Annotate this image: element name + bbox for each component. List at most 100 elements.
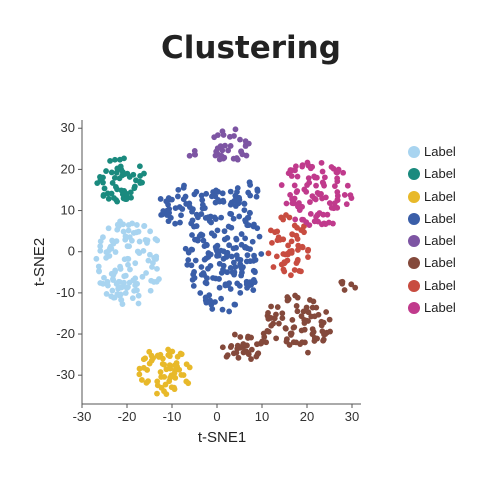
data-point bbox=[103, 290, 110, 297]
data-point bbox=[136, 238, 143, 245]
data-point bbox=[110, 277, 117, 283]
data-point bbox=[219, 190, 226, 197]
data-point bbox=[198, 264, 205, 270]
data-point bbox=[307, 199, 313, 205]
data-point bbox=[207, 262, 214, 269]
data-point bbox=[145, 257, 152, 264]
series-6 bbox=[265, 212, 312, 279]
data-point bbox=[104, 278, 111, 285]
axes: -30 -20 -10 0 10 20 30 -30 -20 -10 0 10 20 30 bbox=[56, 120, 361, 424]
data-point bbox=[233, 252, 240, 259]
data-point bbox=[150, 279, 157, 285]
data-point bbox=[334, 204, 341, 211]
data-point bbox=[267, 227, 274, 234]
data-point bbox=[199, 197, 206, 203]
data-point bbox=[231, 269, 238, 276]
data-point bbox=[209, 306, 216, 312]
data-point bbox=[301, 326, 308, 333]
data-point bbox=[108, 169, 115, 176]
data-point bbox=[244, 284, 250, 291]
data-point bbox=[109, 287, 116, 294]
data-point bbox=[227, 210, 234, 217]
data-point bbox=[305, 349, 311, 356]
data-point bbox=[238, 231, 245, 237]
data-point bbox=[214, 227, 221, 234]
data-point bbox=[124, 243, 131, 250]
data-point bbox=[285, 242, 291, 249]
data-point bbox=[250, 287, 257, 294]
data-point bbox=[193, 223, 200, 229]
data-point bbox=[121, 189, 128, 196]
data-point bbox=[305, 175, 312, 181]
data-point bbox=[128, 194, 134, 201]
data-point bbox=[265, 250, 272, 257]
y-axis-title: t-SNE2 bbox=[31, 238, 48, 286]
data-point bbox=[137, 173, 144, 179]
data-point bbox=[203, 280, 210, 287]
y-tick-label: -30 bbox=[56, 367, 75, 382]
data-point bbox=[172, 205, 179, 212]
data-point bbox=[166, 378, 173, 385]
data-point bbox=[236, 213, 243, 220]
data-point bbox=[319, 179, 326, 186]
data-point bbox=[228, 253, 235, 260]
data-point bbox=[261, 334, 268, 340]
data-point bbox=[293, 303, 300, 309]
y-tick-label: -10 bbox=[56, 285, 75, 300]
data-point bbox=[185, 257, 192, 263]
data-point bbox=[205, 214, 212, 221]
x-tick-label: 10 bbox=[255, 409, 269, 424]
data-point bbox=[292, 292, 299, 299]
data-point bbox=[150, 259, 156, 266]
data-point bbox=[218, 214, 225, 221]
data-point bbox=[105, 225, 112, 232]
data-point bbox=[237, 344, 243, 351]
data-point bbox=[174, 363, 180, 370]
data-point bbox=[208, 219, 214, 226]
data-point bbox=[307, 210, 314, 217]
data-point bbox=[132, 260, 139, 267]
data-point bbox=[284, 257, 291, 264]
data-point bbox=[230, 259, 237, 266]
series-3 bbox=[157, 179, 265, 315]
data-point bbox=[121, 273, 128, 280]
data-point bbox=[95, 263, 102, 270]
data-point bbox=[157, 369, 164, 375]
series-0 bbox=[93, 218, 162, 308]
data-point bbox=[175, 186, 182, 193]
data-point bbox=[212, 199, 219, 206]
data-point bbox=[281, 268, 288, 275]
data-point bbox=[240, 341, 247, 347]
data-point bbox=[296, 207, 303, 214]
data-point bbox=[221, 228, 228, 235]
data-point bbox=[301, 186, 308, 193]
data-point bbox=[101, 185, 108, 192]
data-point bbox=[206, 292, 213, 299]
data-point bbox=[181, 182, 187, 189]
data-point bbox=[294, 173, 301, 180]
data-point bbox=[323, 309, 330, 315]
x-axis-title: t-SNE1 bbox=[198, 429, 246, 446]
data-point bbox=[322, 194, 329, 201]
data-point bbox=[288, 272, 294, 279]
data-point bbox=[147, 228, 154, 235]
data-point bbox=[142, 236, 149, 243]
data-point bbox=[110, 272, 117, 278]
legend-label: Label bbox=[424, 188, 456, 204]
data-point bbox=[124, 255, 131, 262]
data-point bbox=[314, 335, 321, 342]
data-point bbox=[284, 294, 291, 300]
y-tick-label: 20 bbox=[61, 161, 75, 176]
data-point bbox=[305, 254, 311, 260]
series-4 bbox=[186, 126, 252, 163]
data-point bbox=[247, 182, 254, 188]
data-point bbox=[296, 200, 302, 206]
data-point bbox=[269, 239, 275, 246]
data-point bbox=[216, 284, 223, 291]
data-point bbox=[256, 233, 263, 240]
data-point bbox=[273, 253, 280, 260]
data-point bbox=[197, 290, 204, 296]
data-point bbox=[227, 188, 234, 195]
data-point bbox=[227, 286, 234, 292]
data-point bbox=[201, 256, 208, 263]
